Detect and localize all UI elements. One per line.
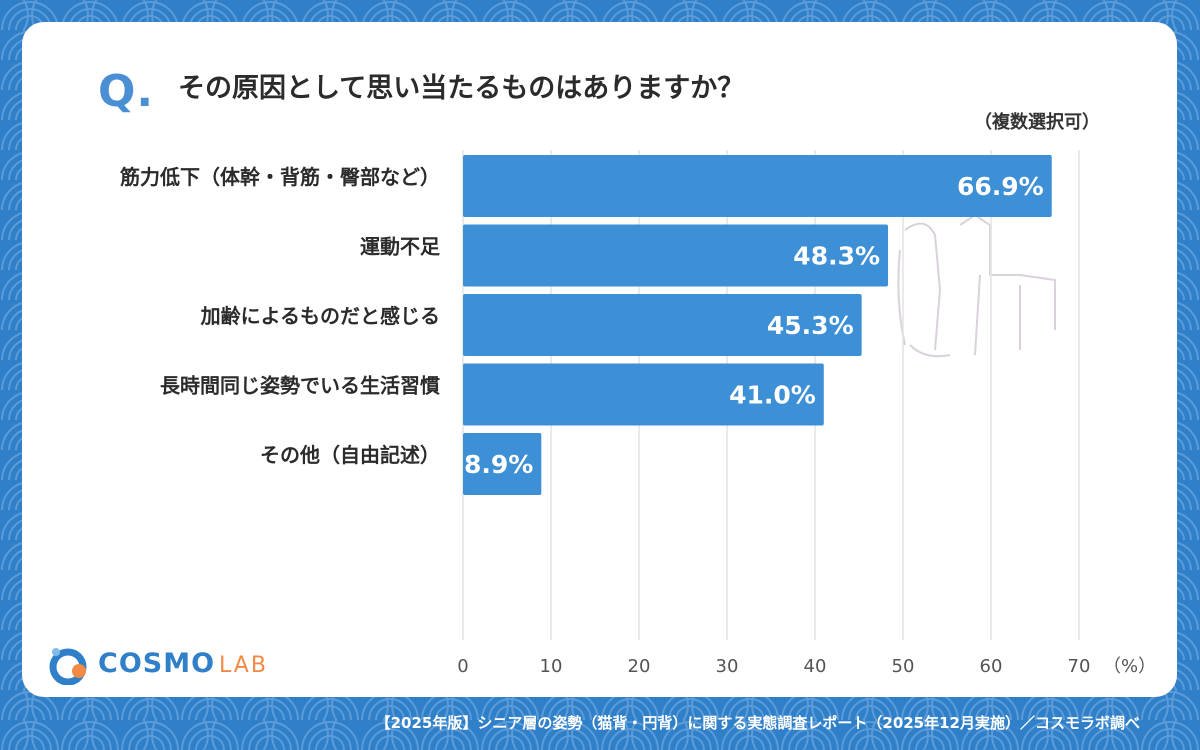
category-label: その他（自由記述） — [260, 443, 440, 467]
bar — [463, 294, 862, 356]
x-tick-label: 70 — [1068, 656, 1091, 677]
multiple-choice-note: （複数選択可） — [974, 112, 1100, 133]
brand-name-sub: LAB — [219, 653, 268, 678]
x-tick-label: 10 — [540, 656, 563, 677]
x-tick-label: 20 — [628, 656, 651, 677]
brand-name-main: COSMO — [98, 648, 216, 679]
category-label: 長時間同じ姿勢でいる生活習慣 — [160, 374, 440, 398]
bar-value-label: 45.3% — [767, 311, 854, 340]
bar-value-label: 41.0% — [729, 381, 816, 410]
x-tick-label: 40 — [804, 656, 827, 677]
x-tick-label: 50 — [892, 656, 915, 677]
x-axis-unit: （%） — [1103, 656, 1156, 677]
question-mark: Q. — [98, 66, 155, 117]
bar-value-label: 48.3% — [793, 242, 880, 271]
question-title: その原因として思い当たるものはありますか？ — [178, 73, 745, 104]
x-tick-label: 60 — [980, 656, 1003, 677]
bar — [463, 363, 824, 426]
category-label: 運動不足 — [360, 235, 441, 259]
bar — [463, 224, 889, 287]
bar — [463, 155, 1052, 217]
category-label: 筋力低下（体幹・背筋・臀部など） — [120, 165, 440, 189]
footer-source: 【2025年版】シニア層の姿勢（猫背・円背）に関する実態調査レポート（2025年… — [375, 714, 1140, 732]
brand-name: COSMO LAB — [98, 648, 268, 679]
bar — [463, 433, 542, 495]
x-tick-label: 30 — [716, 656, 739, 677]
background-illustration — [897, 213, 1056, 358]
cosmo-lab-logo-icon — [49, 648, 87, 685]
bar-value-label: 66.9% — [957, 172, 1044, 201]
content-card — [22, 22, 1177, 697]
bar-value-label: 8.9% — [464, 450, 533, 479]
x-tick-label: 0 — [457, 656, 468, 677]
category-label: 加齢によるものだと感じる — [200, 304, 440, 328]
